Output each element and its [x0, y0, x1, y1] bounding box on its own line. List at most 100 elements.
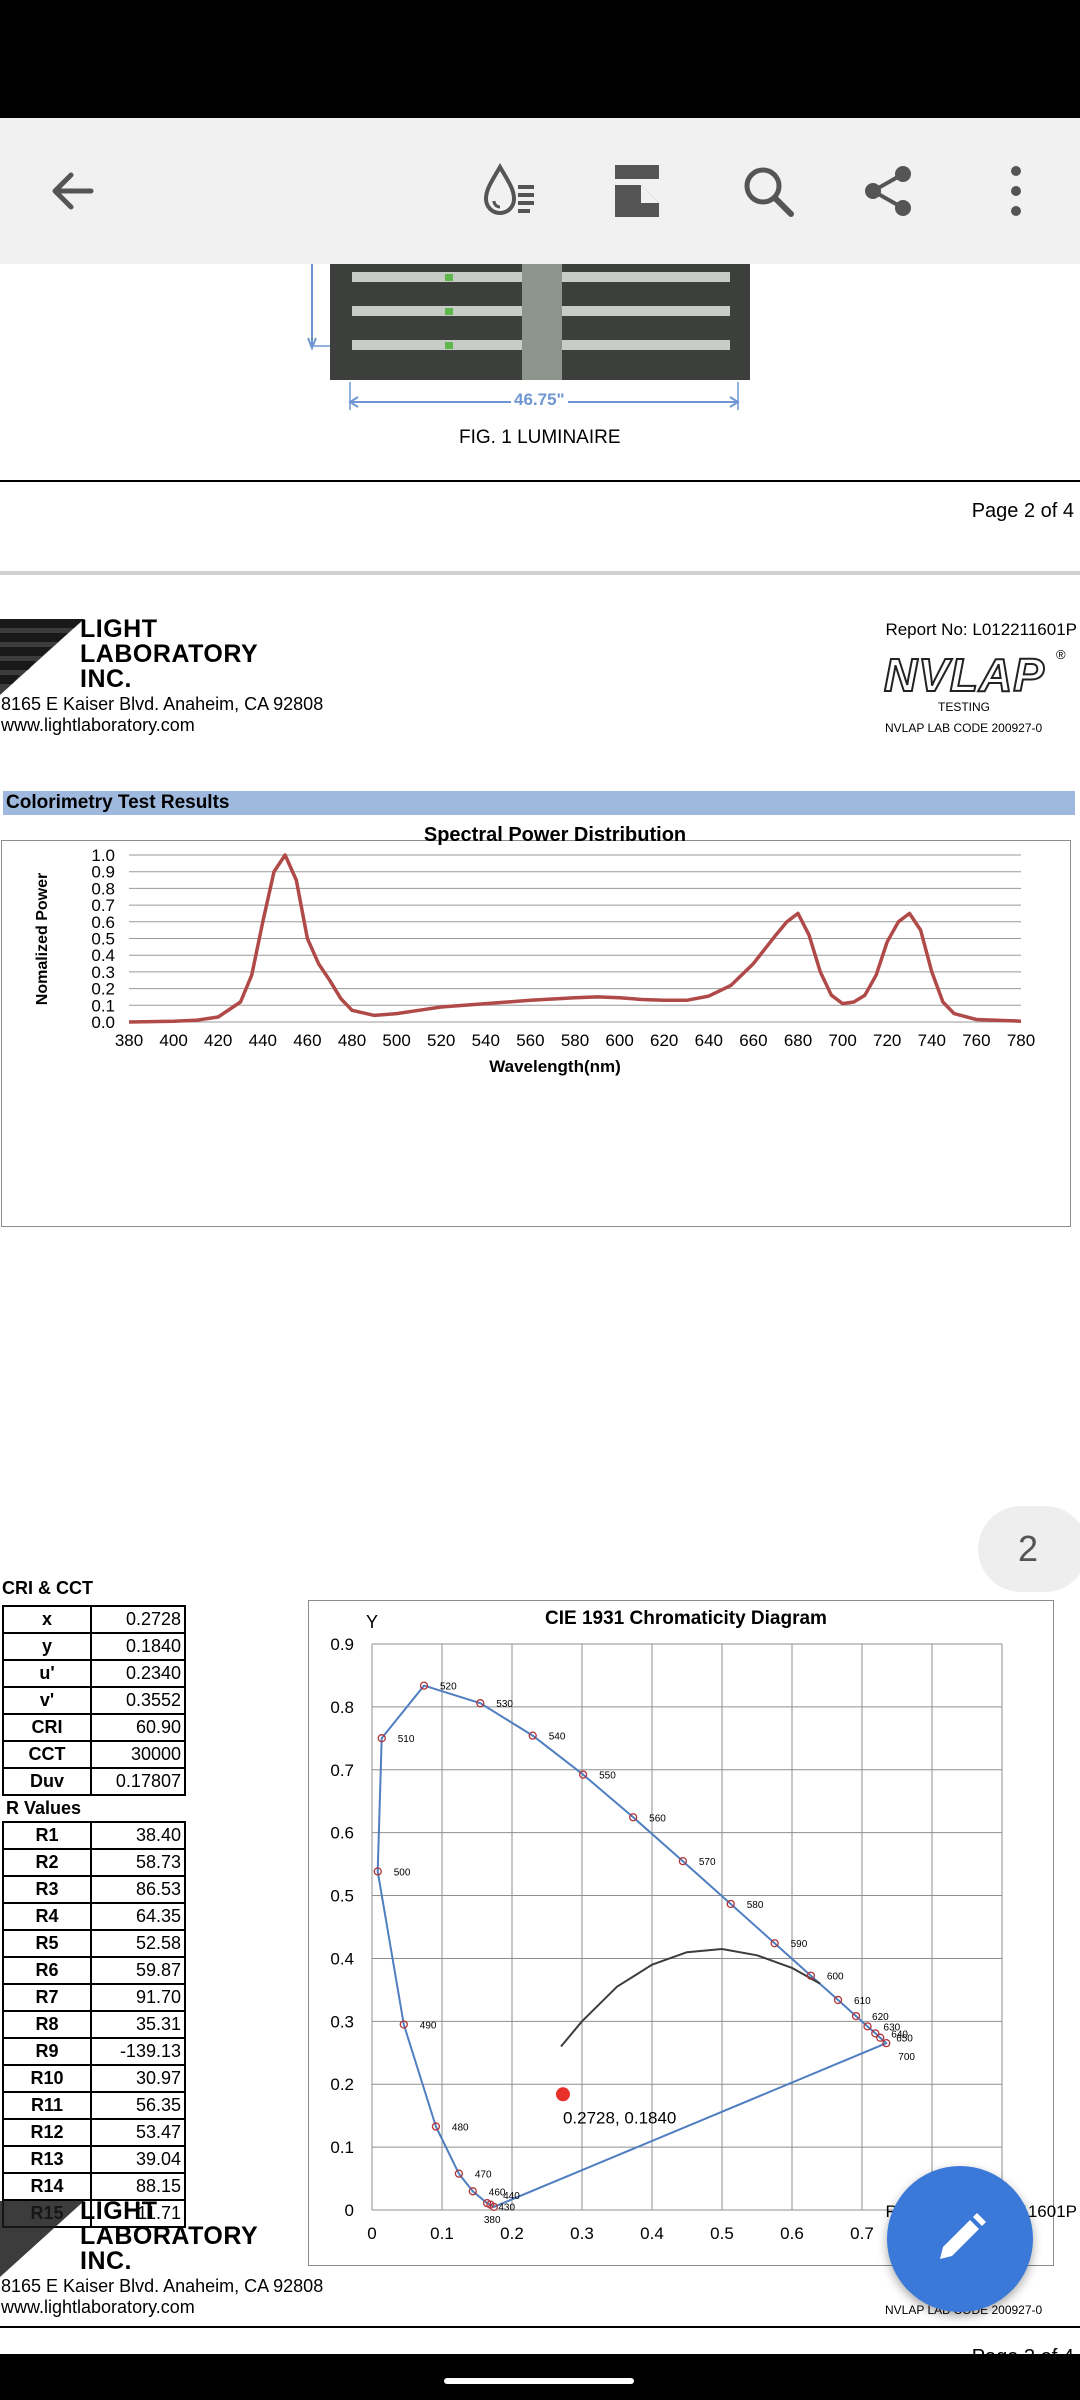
- share-button[interactable]: [851, 154, 925, 228]
- back-button[interactable]: [36, 154, 110, 228]
- website-p4: www.lightlaboratory.com: [1, 2297, 195, 2317]
- cie-wavelength-label: 570: [699, 1857, 716, 1868]
- cie-locus-marker: [871, 2029, 880, 2038]
- cie-wavelength-label: 600: [827, 1972, 844, 1983]
- spd-x-tick-label: 700: [828, 1031, 856, 1050]
- cie-chart: CIE 1931 Chromaticity Diagram 0 0.1 0.2 0.3 0…: [330, 1608, 1018, 2243]
- cie-wavelength-label: 530: [496, 1699, 513, 1710]
- r-value-key: R10: [2, 2064, 92, 2093]
- cie-y-axis-label: Y: [366, 1612, 378, 1632]
- spd-y-tick-label: 0.5: [91, 930, 115, 949]
- r-value-row: R13 39.04: [2, 2145, 186, 2174]
- cie-wavelength-label: 550: [599, 1771, 616, 1782]
- cie-wavelength-label: 510: [398, 1734, 415, 1745]
- cie-locus-marker: [629, 1813, 638, 1822]
- cie-wavelength-label: 590: [791, 1939, 808, 1950]
- r-value-value: 88.15: [90, 2172, 186, 2201]
- r-value-value: 35.31: [90, 2010, 186, 2039]
- cri-row: x 0.2728: [2, 1605, 186, 1634]
- spd-y-tick-label: 0.3: [91, 963, 115, 982]
- spd-y-tick-label: 0.4: [91, 946, 115, 965]
- logo-line-3-p4: INC.: [80, 2247, 132, 2275]
- r-value-value: 53.47: [90, 2118, 186, 2147]
- r-value-row: R2 58.73: [2, 1848, 186, 1877]
- page-gap: [0, 571, 1080, 575]
- cie-locus-marker: [806, 1971, 816, 1980]
- r-value-value: 39.04: [90, 2145, 186, 2174]
- home-gesture-handle[interactable]: [444, 2378, 634, 2384]
- spd-y-tick-label: 0.9: [91, 863, 115, 882]
- r-value-key: R6: [2, 1956, 92, 1985]
- r-value-row: R6 59.87: [2, 1956, 186, 1985]
- cie-wavelength-label: 470: [475, 2170, 492, 2181]
- nvlap-lab-code: NVLAP LAB CODE 200927-0: [885, 721, 1043, 735]
- r-value-key: R3: [2, 1875, 92, 1904]
- cie-y-tick-label: 0.1: [330, 2138, 354, 2157]
- r-value-key: R13: [2, 2145, 92, 2174]
- r-value-value: 30.97: [90, 2064, 186, 2093]
- cie-measured-point: [555, 2087, 570, 2102]
- spd-x-tick-label: 520: [427, 1031, 455, 1050]
- more-vert-icon: [1011, 166, 1021, 216]
- light-lab-logo-p4: [0, 2201, 84, 2277]
- cie-wavelength-label: 630: [884, 2022, 901, 2033]
- spd-chart-title: Spectral Power Distribution: [424, 824, 686, 846]
- page-divider-3: [0, 2326, 1080, 2328]
- logo-line-3: INC.: [80, 665, 132, 693]
- cri-key: x: [2, 1605, 92, 1634]
- cie-y-tick-label: 0.9: [330, 1635, 354, 1654]
- r-value-key: R11: [2, 2091, 92, 2120]
- cie-x-tick-label: 0.7: [850, 2224, 874, 2243]
- cie-locus-marker: [454, 2169, 464, 2178]
- cie-locus-marker: [882, 2039, 891, 2048]
- logo-line-2-p4: LABORATORY: [80, 2222, 259, 2250]
- spd-y-tick-label: 0.8: [91, 879, 115, 898]
- figure-caption: FIG. 1 LUMINAIRE: [459, 427, 621, 448]
- registered-mark-icon: ®: [1056, 647, 1066, 662]
- cri-row: v' 0.3552: [2, 1686, 186, 1715]
- logo-line-2: LABORATORY: [80, 640, 259, 668]
- cie-wavelength-label: 700: [898, 2052, 915, 2063]
- ink-drop-icon: [483, 162, 534, 215]
- cri-row: CCT 30000: [2, 1740, 186, 1769]
- cie-locus-marker: [468, 2187, 477, 2196]
- spd-x-tick-label: 680: [784, 1031, 812, 1050]
- r-value-value: -139.13: [90, 2037, 186, 2066]
- r-value-value: 56.35: [90, 2091, 186, 2120]
- spd-y-tick-label: 0.6: [91, 913, 115, 932]
- report-number: Report No: L012211601P: [885, 620, 1077, 639]
- search-button[interactable]: [731, 154, 805, 228]
- cri-row: y 0.1840: [2, 1632, 186, 1661]
- cie-x-tick-label: 0.1: [430, 2224, 454, 2243]
- spd-y-tick-label: 0.0: [91, 1013, 115, 1032]
- cri-value: 60.90: [90, 1713, 186, 1742]
- r-value-key: R2: [2, 1848, 92, 1877]
- r-value-value: 58.73: [90, 1848, 186, 1877]
- r-value-row: R14 88.15: [2, 2172, 186, 2201]
- r-value-key: R1: [2, 1821, 92, 1850]
- spd-y-tick-label: 0.1: [91, 996, 115, 1015]
- cie-wavelength-label: 620: [872, 2012, 889, 2023]
- spd-x-tick-label: 480: [338, 1031, 366, 1050]
- document-viewport[interactable]: 46.75" FIG. 1 LUMINAIRE Page 2 of 4 LIGH…: [0, 264, 1080, 2354]
- cie-y-tick-label: 0.3: [330, 2012, 354, 2031]
- cie-locus-marker: [482, 2198, 492, 2208]
- r-value-row: R4 64.35: [2, 1902, 186, 1931]
- cri-value: 0.2340: [90, 1659, 186, 1688]
- cie-locus-marker: [528, 1731, 537, 1740]
- share-icon: [865, 166, 911, 216]
- r-value-value: 91.70: [90, 1983, 186, 2012]
- luminaire-figure: [307, 264, 750, 410]
- spd-chart-frame: Spectral Power Distribution 0.0 0.1 0.2 0.3 0…: [1, 824, 1071, 1227]
- cie-wavelength-label: 380: [484, 2215, 501, 2226]
- cie-locus-marker: [373, 1867, 382, 1876]
- nvlap-testing: TESTING: [938, 700, 991, 714]
- more-options-button[interactable]: [979, 154, 1053, 228]
- edit-fab-button[interactable]: [887, 2166, 1033, 2312]
- logo-line-1-p4: LIGHT: [80, 2197, 158, 2225]
- ink-button[interactable]: [473, 154, 547, 228]
- cie-locus-marker: [419, 1681, 429, 1690]
- layout-button[interactable]: [600, 154, 674, 228]
- cie-chart-title: CIE 1931 Chromaticity Diagram: [545, 1608, 827, 1629]
- cie-locus-marker: [578, 1770, 588, 1779]
